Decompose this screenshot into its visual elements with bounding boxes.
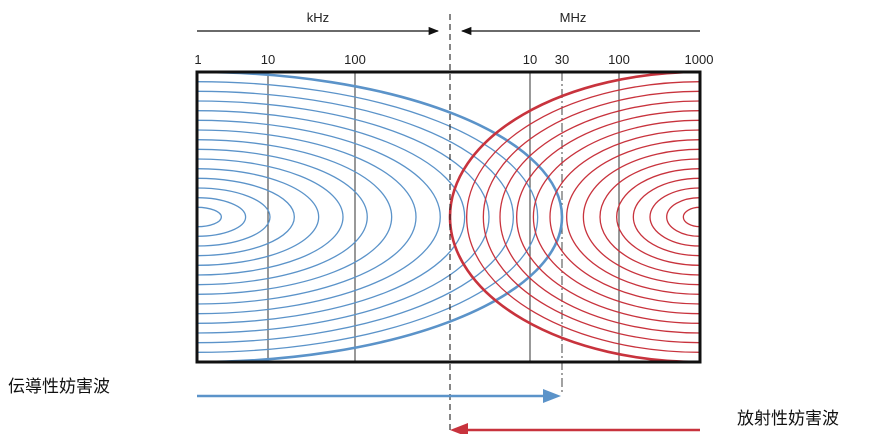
tick-label-khz-1: 1 [194, 52, 201, 67]
conducted-contour [197, 177, 295, 257]
conducted-contour [197, 197, 246, 237]
conducted-contour [197, 158, 344, 276]
conducted-contour [197, 110, 466, 324]
tick-label-khz-10: 10 [261, 52, 275, 67]
conducted-contour [197, 148, 368, 286]
radiated-contour [582, 148, 700, 286]
tick-label-mhz-10: 10 [523, 52, 537, 67]
radiated-contour [682, 206, 700, 228]
tick-label-khz-100: 100 [344, 52, 366, 67]
radiated-arrowhead-icon [450, 423, 468, 434]
conducted-arrowhead-icon [543, 389, 561, 403]
radiated-contour [448, 72, 700, 362]
conducted-contour [197, 81, 539, 353]
radiated-emission-contours [448, 72, 700, 362]
radiated-contour [566, 139, 700, 295]
conducted-contour [197, 129, 417, 305]
radiated-contour [466, 81, 700, 353]
radiated-contour [516, 110, 700, 324]
mhz-band-label: MHz [560, 10, 587, 25]
radiated-contour [499, 100, 700, 334]
radiated-contour [649, 187, 700, 247]
radiated-contour [599, 158, 700, 276]
conducted-contour [197, 100, 490, 334]
radiated-contour [532, 119, 700, 315]
radiated-contour [616, 168, 700, 266]
tick-label-mhz-100: 100 [608, 52, 630, 67]
conducted-contour [197, 119, 441, 315]
plot-frame [195, 70, 702, 364]
conducted-contour [197, 168, 319, 266]
radiated-contour [632, 177, 700, 257]
radiated-emission-label: 放射性妨害波 [737, 409, 839, 429]
conducted-contour [197, 90, 514, 344]
conducted-contour [197, 139, 392, 295]
conducted-contour [197, 187, 271, 247]
tick-label-mhz-1000: 1000 [685, 52, 714, 67]
conducted-contour [197, 206, 222, 228]
radiated-contour [666, 197, 700, 237]
khz-band-label: kHz [307, 10, 329, 25]
conducted-emission-label: 伝導性妨害波 [8, 377, 110, 397]
radiated-contour [549, 129, 700, 305]
conducted-emission-contours [197, 72, 564, 362]
radiated-contour [483, 90, 700, 344]
tick-label-mhz-30: 30 [555, 52, 569, 67]
conducted-contour [197, 72, 564, 362]
